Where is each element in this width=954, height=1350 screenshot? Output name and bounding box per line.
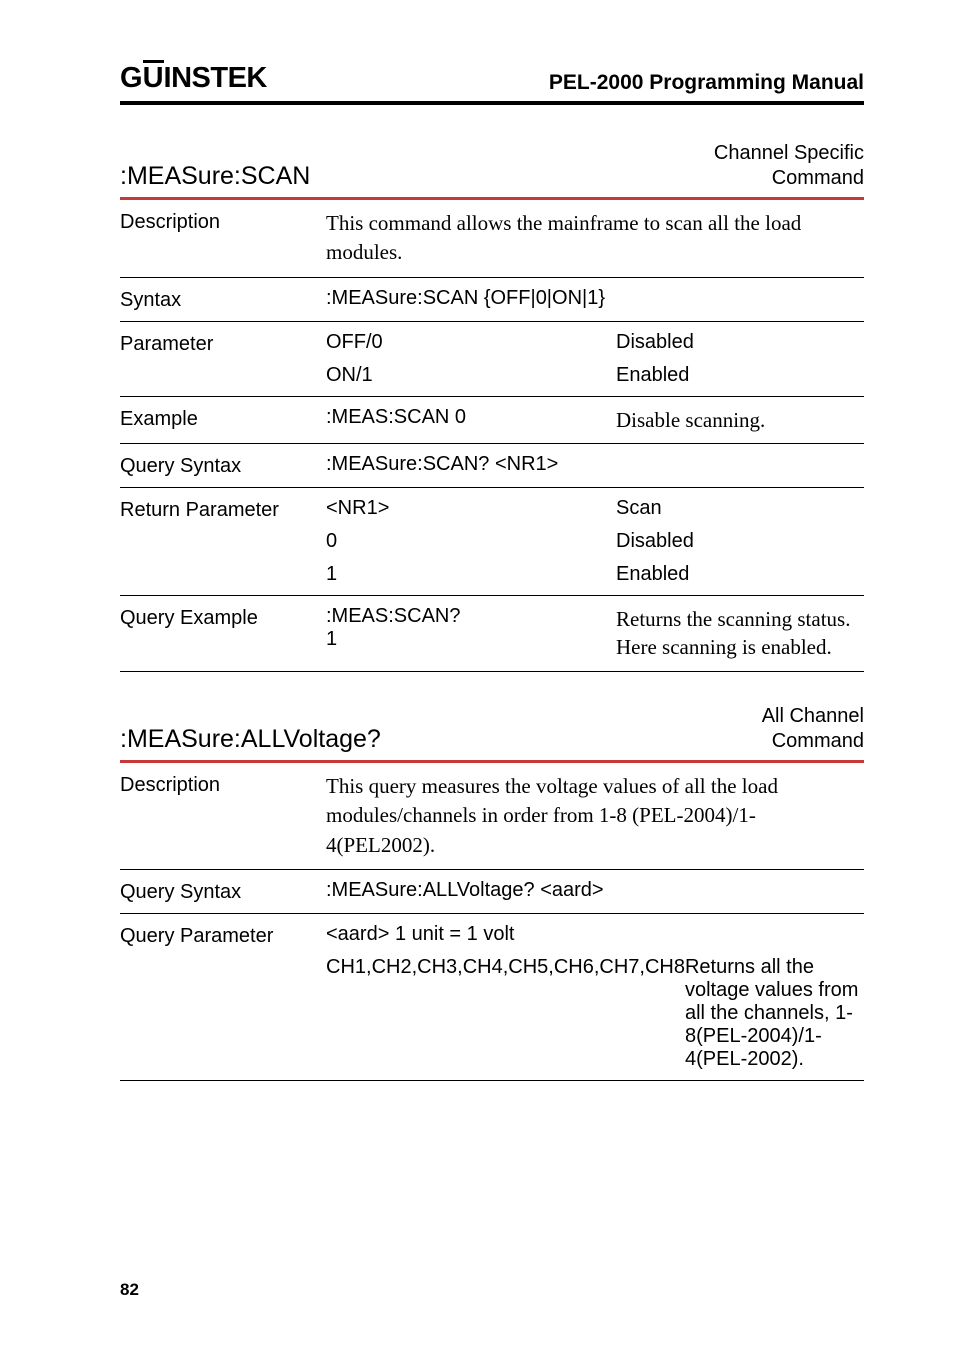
command-header: :MEASure:SCAN Channel Specific Command [120, 141, 864, 200]
row-example: Example :MEAS:SCAN 0 Disable scanning. [120, 397, 864, 444]
return-parameter-content: <NR1> Scan 0 Disabled 1 Enabled [326, 497, 864, 586]
parameter-content: OFF/0 Disabled ON/1 Enabled [326, 331, 864, 387]
page-header: GUINSTEK PEL-2000 Programming Manual [120, 62, 864, 105]
query-syntax-text: :MEASure:SCAN? <NR1> [326, 453, 864, 476]
label-parameter: Parameter [120, 331, 326, 356]
qexample-right: Returns the scanning status. Here scanni… [616, 605, 864, 662]
qexample-left-line2: 1 [326, 628, 337, 650]
param-right: Disabled [616, 331, 864, 354]
command-header: :MEASure:ALLVoltage? All Channel Command [120, 704, 864, 763]
param-row: OFF/0 Disabled [326, 331, 864, 354]
label-return-parameter: Return Parameter [120, 497, 326, 522]
command-name: :MEASure:ALLVoltage? [120, 725, 381, 754]
syntax-text: :MEASure:SCAN {OFF|0|ON|1} [326, 287, 864, 310]
row-return-parameter: Return Parameter <NR1> Scan 0 Disabled 1… [120, 488, 864, 596]
tag-line1: Channel Specific [714, 142, 864, 164]
example-right: Disable scanning. [616, 406, 864, 434]
logo-letter-g: G [120, 62, 143, 95]
tag-line2: Command [772, 730, 864, 752]
qparam-row: CH1,CH2,CH3,CH4,CH5,CH6,CH7,CH8 Returns … [326, 956, 864, 1071]
label-query-syntax: Query Syntax [120, 453, 326, 478]
qparam-row: <aard> 1 unit = 1 volt [326, 923, 864, 946]
rparam-left: 1 [326, 563, 616, 586]
command-block-scan: :MEASure:SCAN Channel Specific Command D… [120, 141, 864, 672]
tag-line2: Command [772, 167, 864, 189]
row-query-syntax: Query Syntax :MEASure:SCAN? <NR1> [120, 444, 864, 488]
rparam-right: Scan [616, 497, 864, 520]
manual-title: PEL-2000 Programming Manual [549, 71, 864, 95]
qexample-left-line1: :MEAS:SCAN? [326, 605, 460, 627]
label-query-parameter: Query Parameter [120, 923, 326, 948]
rparam-right: Enabled [616, 563, 864, 586]
logo-rest: INSTEK [164, 62, 267, 95]
qparam-right [616, 923, 864, 946]
query-example-content: :MEAS:SCAN? 1 Returns the scanning statu… [326, 605, 864, 662]
label-syntax: Syntax [120, 287, 326, 312]
command-tag: Channel Specific Command [714, 141, 864, 191]
brand-logo: GUINSTEK [120, 62, 267, 95]
label-query-syntax: Query Syntax [120, 879, 326, 904]
example-left: :MEAS:SCAN 0 [326, 406, 616, 434]
row-description: Description This query measures the volt… [120, 763, 864, 870]
label-query-example: Query Example [120, 605, 326, 630]
rparam-row: <NR1> Scan [326, 497, 864, 520]
query-parameter-content: <aard> 1 unit = 1 volt CH1,CH2,CH3,CH4,C… [326, 923, 864, 1071]
example-content: :MEAS:SCAN 0 Disable scanning. [326, 406, 864, 434]
rparam-row: 1 Enabled [326, 563, 864, 586]
rparam-row: 0 Disabled [326, 530, 864, 553]
row-syntax: Syntax :MEASure:SCAN {OFF|0|ON|1} [120, 278, 864, 322]
command-block-allvoltage: :MEASure:ALLVoltage? All Channel Command… [120, 704, 864, 1081]
command-tag: All Channel Command [762, 704, 864, 754]
description-text: This command allows the mainframe to sca… [326, 209, 864, 268]
label-description: Description [120, 772, 326, 797]
row-query-parameter: Query Parameter <aard> 1 unit = 1 volt C… [120, 914, 864, 1081]
row-query-syntax: Query Syntax :MEASure:ALLVoltage? <aard> [120, 870, 864, 914]
param-left: OFF/0 [326, 331, 616, 354]
qparam-left: <aard> 1 unit = 1 volt [326, 923, 616, 946]
param-left: ON/1 [326, 364, 616, 387]
page-number: 82 [120, 1280, 139, 1300]
query-syntax-text: :MEASure:ALLVoltage? <aard> [326, 879, 864, 902]
row-parameter: Parameter OFF/0 Disabled ON/1 Enabled [120, 322, 864, 397]
row-description: Description This command allows the main… [120, 200, 864, 278]
description-text: This query measures the voltage values o… [326, 772, 864, 860]
param-row: ON/1 Enabled [326, 364, 864, 387]
label-example: Example [120, 406, 326, 431]
row-query-example: Query Example :MEAS:SCAN? 1 Returns the … [120, 596, 864, 672]
rparam-left: 0 [326, 530, 616, 553]
qexample-left: :MEAS:SCAN? 1 [326, 605, 616, 662]
qparam-left: CH1,CH2,CH3,CH4,CH5,CH6,CH7,CH8 [326, 956, 685, 1071]
command-name: :MEASure:SCAN [120, 162, 310, 191]
logo-letter-u: U [143, 62, 164, 95]
tag-line1: All Channel [762, 705, 864, 727]
rparam-left: <NR1> [326, 497, 616, 520]
param-right: Enabled [616, 364, 864, 387]
label-description: Description [120, 209, 326, 234]
qparam-right: Returns all the voltage values from all … [685, 956, 864, 1071]
rparam-right: Disabled [616, 530, 864, 553]
